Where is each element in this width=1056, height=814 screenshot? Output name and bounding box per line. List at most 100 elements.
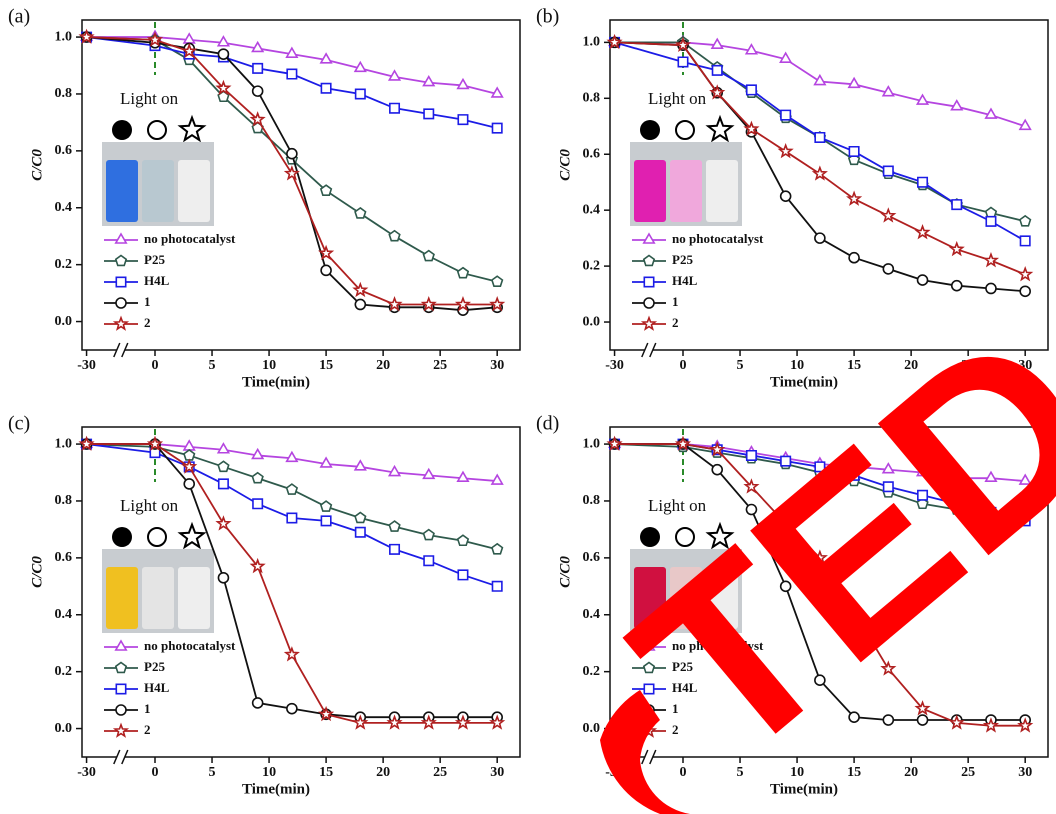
y-tick-label: 0.4 bbox=[55, 200, 73, 215]
x-tick-label: 25 bbox=[961, 765, 975, 780]
data-point bbox=[215, 79, 232, 96]
chart-panel: (d)0.00.20.40.60.81.0-30051015202530Time… bbox=[536, 413, 1049, 797]
inset-vial bbox=[106, 567, 138, 629]
data-point bbox=[743, 120, 760, 136]
axis-break-gap bbox=[116, 754, 125, 760]
data-point bbox=[780, 109, 792, 121]
inset-label: Light on bbox=[120, 89, 179, 108]
data-point bbox=[811, 165, 828, 181]
data-point bbox=[985, 506, 997, 518]
data-point bbox=[743, 478, 760, 494]
x-tick-label: 20 bbox=[376, 765, 390, 780]
data-point bbox=[814, 674, 826, 686]
data-point bbox=[1019, 235, 1031, 247]
data-point bbox=[285, 450, 299, 463]
data-point bbox=[388, 520, 401, 532]
data-point bbox=[78, 28, 95, 44]
legend-marker bbox=[115, 683, 127, 695]
data-point bbox=[777, 515, 794, 531]
data-point bbox=[490, 473, 504, 485]
plot-frame bbox=[81, 426, 521, 758]
data-point bbox=[881, 85, 895, 97]
inset-vial bbox=[106, 160, 138, 222]
y-tick-label: 0.6 bbox=[583, 550, 601, 565]
data-point bbox=[813, 73, 827, 86]
data-point bbox=[387, 69, 402, 81]
data-point bbox=[318, 705, 335, 722]
data-point bbox=[217, 478, 229, 490]
data-point bbox=[354, 298, 367, 311]
data-point bbox=[779, 580, 792, 593]
data-point bbox=[917, 489, 929, 501]
data-point bbox=[847, 76, 861, 89]
data-point bbox=[848, 251, 860, 264]
series-line bbox=[86, 443, 498, 482]
data-point bbox=[78, 435, 95, 451]
x-tick-label: 0 bbox=[680, 358, 687, 373]
legend-label: P25 bbox=[672, 252, 693, 267]
axis-break bbox=[641, 749, 657, 765]
y-tick-label: 0.2 bbox=[583, 664, 601, 679]
data-point bbox=[389, 543, 401, 555]
y-axis-label: C/C0 bbox=[29, 556, 45, 588]
legend-marker bbox=[115, 704, 127, 716]
x-tick-label: 10 bbox=[790, 765, 804, 780]
y-tick-label: 1.0 bbox=[55, 436, 73, 451]
legend-marker bbox=[643, 297, 655, 309]
axis-break bbox=[641, 342, 657, 358]
axis-break-gap bbox=[644, 754, 653, 760]
data-point bbox=[249, 557, 266, 574]
x-tick-label: 10 bbox=[790, 358, 804, 373]
x-tick-label: 0 bbox=[152, 358, 159, 373]
chart-panel: (a) 0.0 0.2 0.4 0.6 0.8 1.0 -30 0 5 10 15 20 25 30 Time… bbox=[8, 6, 521, 390]
legend-label: 1 bbox=[144, 294, 151, 309]
data-point bbox=[779, 51, 793, 63]
data-point bbox=[880, 660, 897, 676]
y-axis-label: C/C0 bbox=[557, 149, 573, 181]
legend-label: no photocatalyst bbox=[672, 231, 764, 246]
data-point bbox=[252, 498, 264, 510]
data-point bbox=[286, 512, 298, 524]
legend-label: 1 bbox=[672, 701, 679, 716]
data-point bbox=[456, 266, 470, 279]
data-point bbox=[915, 93, 930, 105]
legend-label: P25 bbox=[144, 659, 165, 674]
series-line bbox=[86, 36, 498, 95]
data-point bbox=[352, 714, 369, 730]
data-point bbox=[457, 114, 469, 126]
data-point bbox=[915, 464, 930, 477]
data-point bbox=[985, 215, 997, 227]
data-point bbox=[456, 534, 470, 547]
legend-marker bbox=[642, 232, 656, 244]
data-point bbox=[814, 232, 826, 244]
data-point bbox=[388, 229, 401, 242]
data-point bbox=[489, 714, 506, 730]
y-tick-label: 0.6 bbox=[55, 550, 73, 565]
data-point bbox=[950, 99, 964, 111]
inset-vial bbox=[142, 567, 174, 629]
series-line bbox=[614, 41, 1026, 128]
x-tick-label: 0 bbox=[152, 765, 159, 780]
inset-icon bbox=[177, 114, 207, 143]
data-point bbox=[216, 442, 231, 454]
data-point bbox=[491, 122, 503, 134]
data-point bbox=[984, 107, 998, 119]
legend-label: 2 bbox=[672, 315, 679, 330]
y-tick-label: 0.6 bbox=[583, 146, 601, 161]
data-point bbox=[422, 528, 435, 541]
data-point bbox=[249, 111, 266, 127]
data-point bbox=[948, 240, 965, 257]
data-point bbox=[216, 35, 231, 47]
data-point bbox=[423, 108, 435, 120]
legend-marker bbox=[643, 276, 655, 288]
data-point bbox=[848, 711, 860, 723]
y-tick-label: 0.2 bbox=[55, 257, 73, 272]
data-point bbox=[606, 435, 623, 451]
data-point bbox=[422, 467, 436, 480]
legend-marker bbox=[114, 661, 128, 674]
inset-vial bbox=[178, 567, 210, 629]
data-point bbox=[420, 295, 437, 312]
data-point bbox=[354, 511, 367, 524]
data-point bbox=[252, 62, 264, 74]
data-point bbox=[982, 252, 1000, 268]
